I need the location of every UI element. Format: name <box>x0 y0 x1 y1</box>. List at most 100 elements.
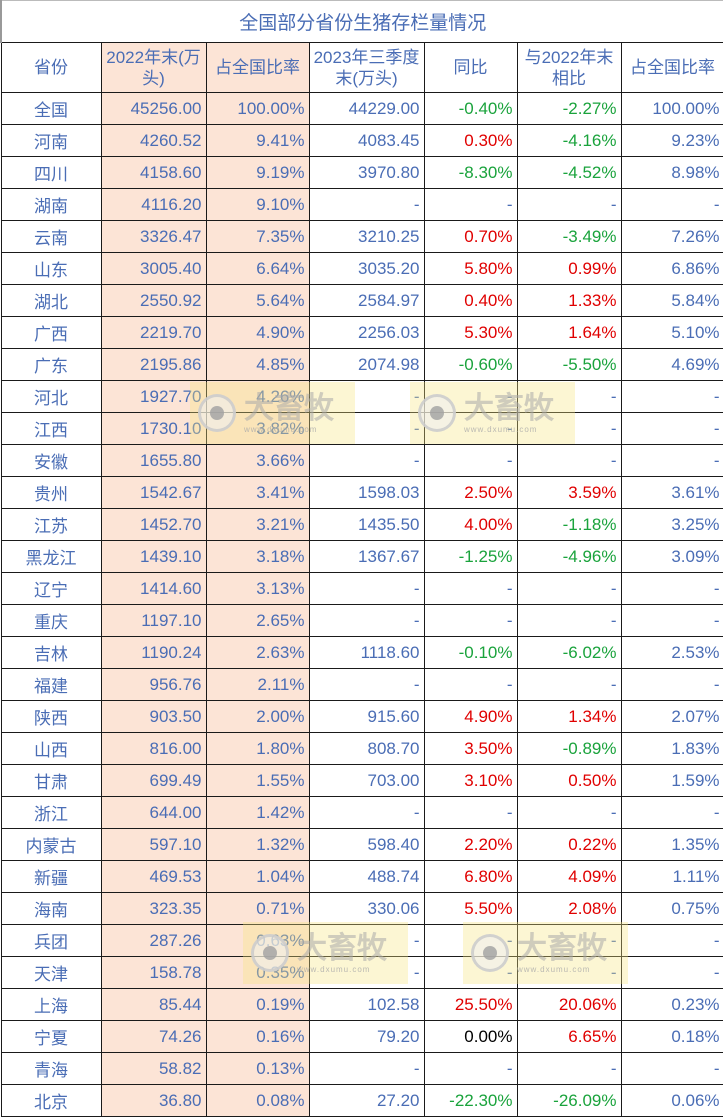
header-yoy: 同比 <box>423 42 518 93</box>
cell-q3-2023: 4083.45 <box>308 124 425 157</box>
cell-province: 江西 <box>0 412 102 445</box>
header-province: 省份 <box>0 42 102 93</box>
cell-share-2022: 6.64% <box>205 252 310 285</box>
table-row: 天津 158.78 0.35% - - - - <box>0 956 723 989</box>
table-row: 甘肃 699.49 1.55% 703.00 3.10% 0.50% 1.59% <box>0 764 723 797</box>
cell-share-2022: 4.85% <box>205 348 310 381</box>
cell-vs-2022: - <box>516 924 622 957</box>
cell-end-2022: 323.35 <box>100 892 207 925</box>
table-row: 山东 3005.40 6.64% 3035.20 5.80% 0.99% 6.86% <box>0 252 723 285</box>
cell-yoy: 2.20% <box>423 828 518 861</box>
cell-share-2022: 2.65% <box>205 604 310 637</box>
cell-end-2022: 74.26 <box>100 1020 207 1053</box>
cell-yoy: 0.40% <box>423 284 518 317</box>
cell-share-2022: 0.71% <box>205 892 310 925</box>
cell-share-2022: 0.63% <box>205 924 310 957</box>
cell-share-2023: 8.98% <box>620 156 723 189</box>
cell-vs-2022: -6.02% <box>516 636 622 669</box>
cell-province: 湖北 <box>0 284 102 317</box>
cell-q3-2023: 915.60 <box>308 700 425 733</box>
cell-end-2022: 956.76 <box>100 668 207 701</box>
table-row: 新疆 469.53 1.04% 488.74 6.80% 4.09% 1.11% <box>0 860 723 893</box>
cell-yoy: 0.30% <box>423 124 518 157</box>
cell-yoy: 0.70% <box>423 220 518 253</box>
cell-share-2023: 1.83% <box>620 732 723 765</box>
cell-share-2022: 3.18% <box>205 540 310 573</box>
cell-province: 北京 <box>0 1084 102 1117</box>
cell-end-2022: 1927.70 <box>100 380 207 413</box>
cell-share-2022: 5.64% <box>205 284 310 317</box>
cell-vs-2022: 1.34% <box>516 700 622 733</box>
cell-share-2022: 0.35% <box>205 956 310 989</box>
cell-province: 贵州 <box>0 476 102 509</box>
cell-end-2022: 597.10 <box>100 828 207 861</box>
table-row: 宁夏 74.26 0.16% 79.20 0.00% 6.65% 0.18% <box>0 1020 723 1053</box>
cell-share-2022: 3.66% <box>205 444 310 477</box>
cell-vs-2022: 20.06% <box>516 988 622 1021</box>
cell-share-2022: 3.41% <box>205 476 310 509</box>
cell-province: 甘肃 <box>0 764 102 797</box>
cell-share-2023: 0.75% <box>620 892 723 925</box>
cell-share-2022: 3.21% <box>205 508 310 541</box>
cell-province: 云南 <box>0 220 102 253</box>
cell-yoy: 4.00% <box>423 508 518 541</box>
cell-share-2022: 3.82% <box>205 412 310 445</box>
table-row: 云南 3326.47 7.35% 3210.25 0.70% -3.49% 7.26% <box>0 220 723 253</box>
cell-share-2023: - <box>620 604 723 637</box>
cell-share-2023: - <box>620 412 723 445</box>
cell-q3-2023: 3035.20 <box>308 252 425 285</box>
cell-share-2023: 7.26% <box>620 220 723 253</box>
cell-province: 吉林 <box>0 636 102 669</box>
table-row: 海南 323.35 0.71% 330.06 5.50% 2.08% 0.75% <box>0 892 723 925</box>
cell-yoy: - <box>423 188 518 221</box>
cell-end-2022: 2219.70 <box>100 316 207 349</box>
cell-q3-2023: 703.00 <box>308 764 425 797</box>
cell-q3-2023: 3970.80 <box>308 156 425 189</box>
table-row: 贵州 1542.67 3.41% 1598.03 2.50% 3.59% 3.61% <box>0 476 723 509</box>
cell-yoy: 5.50% <box>423 892 518 925</box>
cell-q3-2023: 598.40 <box>308 828 425 861</box>
cell-share-2023: 3.25% <box>620 508 723 541</box>
cell-share-2023: 4.69% <box>620 348 723 381</box>
cell-share-2022: 0.16% <box>205 1020 310 1053</box>
cell-end-2022: 36.80 <box>100 1084 207 1117</box>
header-vs-2022: 与2022年末相比 <box>516 42 622 93</box>
table-row: 四川 4158.60 9.19% 3970.80 -8.30% -4.52% 8.98% <box>0 156 723 189</box>
table-row: 江苏 1452.70 3.21% 1435.50 4.00% -1.18% 3.25% <box>0 508 723 541</box>
cell-q3-2023: 1367.67 <box>308 540 425 573</box>
cell-share-2022: 1.32% <box>205 828 310 861</box>
cell-yoy: 2.50% <box>423 476 518 509</box>
cell-province: 天津 <box>0 956 102 989</box>
cell-share-2023: - <box>620 668 723 701</box>
cell-vs-2022: -2.27% <box>516 92 622 125</box>
cell-vs-2022: - <box>516 444 622 477</box>
table-row: 重庆 1197.10 2.65% - - - - <box>0 604 723 637</box>
table-row: 河北 1927.70 4.26% - - - - <box>0 380 723 413</box>
cell-yoy: 3.10% <box>423 764 518 797</box>
header-q3-2023: 2023年三季度末(万头) <box>308 42 425 93</box>
cell-end-2022: 3005.40 <box>100 252 207 285</box>
cell-share-2022: 2.63% <box>205 636 310 669</box>
cell-end-2022: 469.53 <box>100 860 207 893</box>
cell-share-2023: 0.18% <box>620 1020 723 1053</box>
header-share-2022: 占全国比率 <box>205 42 310 93</box>
cell-share-2023: - <box>620 380 723 413</box>
cell-q3-2023: - <box>308 380 425 413</box>
header-end-2022: 2022年末(万头) <box>100 42 207 93</box>
table-row: 河南 4260.52 9.41% 4083.45 0.30% -4.16% 9.23% <box>0 124 723 157</box>
cell-yoy: 5.30% <box>423 316 518 349</box>
table-row: 北京 36.80 0.08% 27.20 -22.30% -26.09% 0.06% <box>0 1084 723 1117</box>
cell-share-2022: 4.26% <box>205 380 310 413</box>
cell-yoy: - <box>423 572 518 605</box>
cell-yoy: - <box>423 444 518 477</box>
cell-vs-2022: -1.18% <box>516 508 622 541</box>
header-share-2023: 占全国比率 <box>620 42 723 93</box>
table-row: 广西 2219.70 4.90% 2256.03 5.30% 1.64% 5.10% <box>0 316 723 349</box>
table-row: 湖南 4116.20 9.10% - - - - <box>0 188 723 221</box>
cell-yoy: 5.80% <box>423 252 518 285</box>
cell-share-2023: - <box>620 924 723 957</box>
cell-province: 四川 <box>0 156 102 189</box>
cell-yoy: - <box>423 668 518 701</box>
table-row: 青海 58.82 0.13% - - - - <box>0 1052 723 1085</box>
cell-yoy: -8.30% <box>423 156 518 189</box>
